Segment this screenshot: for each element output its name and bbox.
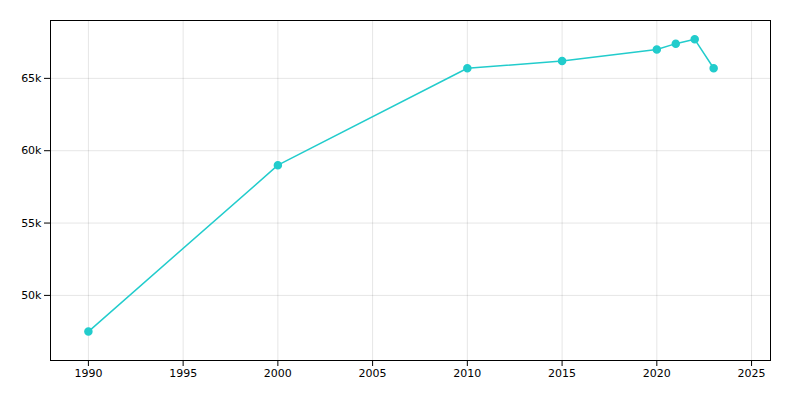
svg-text:50k: 50k (21, 289, 42, 302)
svg-text:2020: 2020 (643, 367, 671, 380)
svg-text:2015: 2015 (548, 367, 576, 380)
svg-text:60k: 60k (21, 144, 42, 157)
svg-text:1995: 1995 (169, 367, 197, 380)
svg-text:55k: 55k (21, 217, 42, 230)
svg-text:1990: 1990 (74, 367, 102, 380)
svg-text:2010: 2010 (453, 367, 481, 380)
svg-text:2000: 2000 (264, 367, 292, 380)
svg-text:65k: 65k (21, 72, 42, 85)
svg-text:2005: 2005 (359, 367, 387, 380)
svg-text:2025: 2025 (738, 367, 766, 380)
